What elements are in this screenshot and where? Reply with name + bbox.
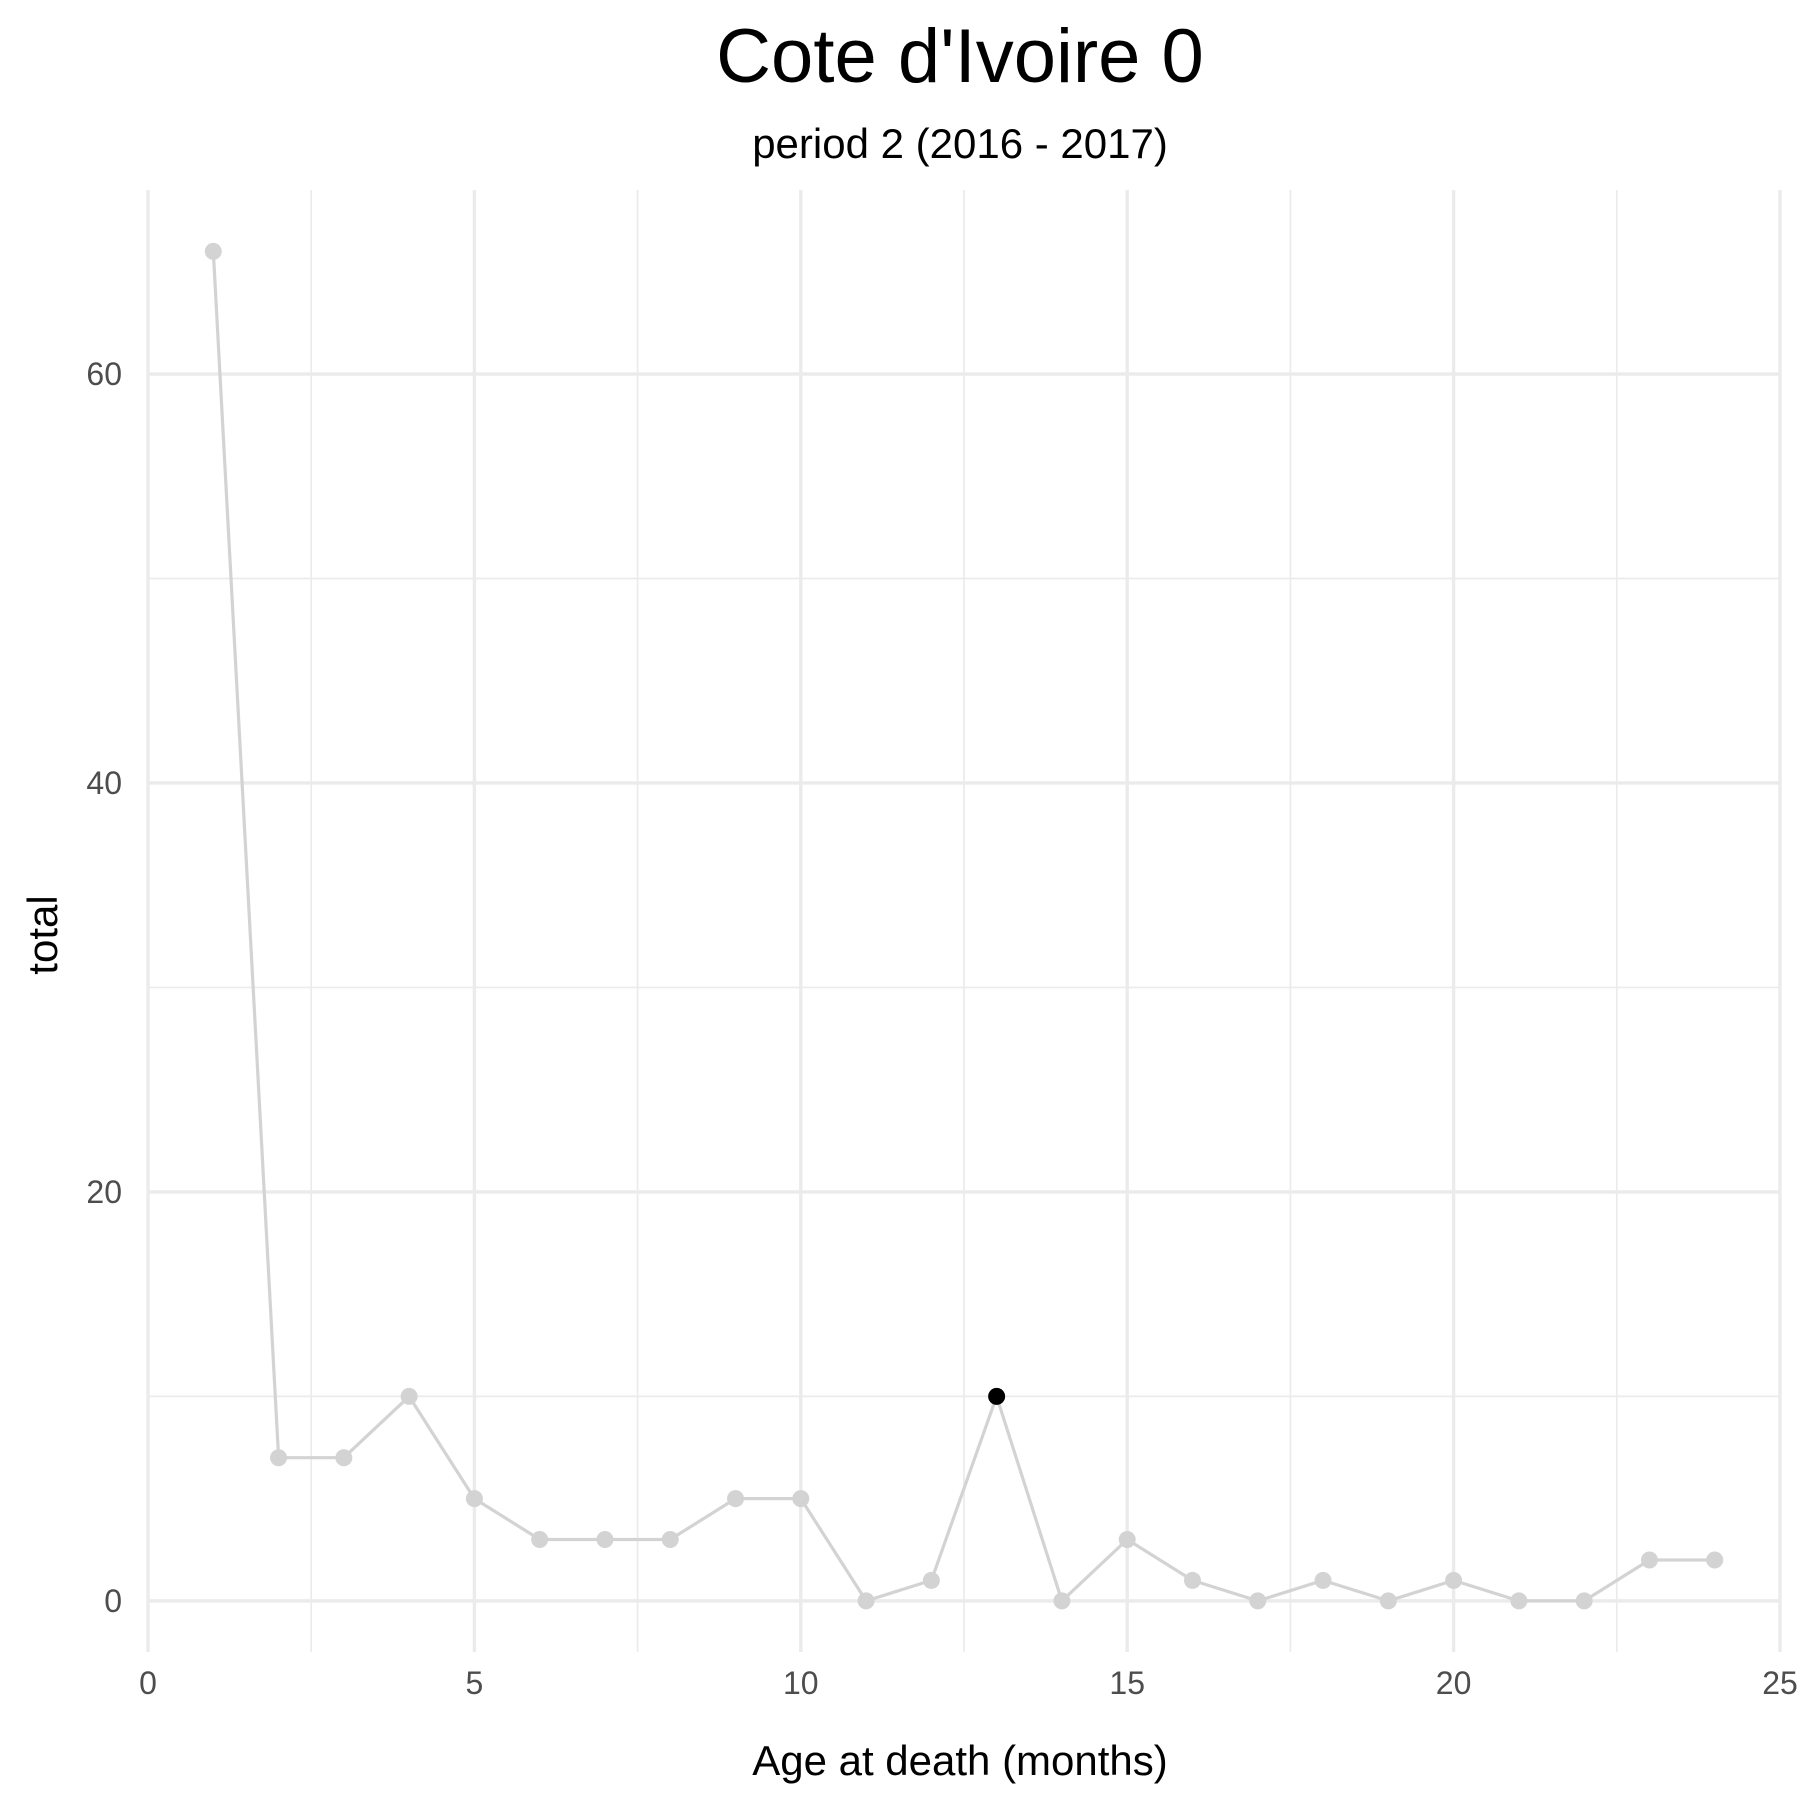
data-point	[1314, 1571, 1332, 1589]
data-point	[270, 1449, 288, 1467]
x-tick-label: 25	[1762, 1665, 1798, 1701]
chart-subtitle: period 2 (2016 - 2017)	[752, 120, 1168, 167]
data-point	[922, 1571, 940, 1589]
data-point	[596, 1531, 614, 1549]
series-line	[211, 251, 1715, 1603]
data-point	[661, 1531, 679, 1549]
data-point	[465, 1490, 483, 1508]
y-axis-title: total	[19, 895, 66, 974]
data-point	[727, 1490, 745, 1508]
series-layer	[204, 242, 1724, 1610]
data-point	[1053, 1592, 1071, 1610]
data-point	[400, 1387, 418, 1405]
x-tick-label: 20	[1436, 1665, 1472, 1701]
data-point	[204, 242, 222, 260]
y-tick-label: 60	[86, 356, 122, 392]
data-point	[1249, 1592, 1267, 1610]
data-point	[1575, 1592, 1593, 1610]
data-point	[335, 1449, 353, 1467]
y-tick-label: 20	[86, 1174, 122, 1210]
y-tick-label: 0	[104, 1583, 122, 1619]
data-point	[1510, 1592, 1528, 1610]
data-point	[531, 1531, 549, 1549]
grid	[146, 190, 1782, 1652]
highlight-point	[988, 1387, 1006, 1405]
chart-title: Cote d'Ivoire 0	[716, 14, 1204, 99]
data-point	[857, 1592, 875, 1610]
x-tick-label: 5	[466, 1665, 484, 1701]
data-point	[1706, 1551, 1724, 1569]
x-tick-label: 15	[1109, 1665, 1145, 1701]
data-point	[1118, 1531, 1136, 1549]
data-point	[1183, 1571, 1201, 1589]
data-point	[1445, 1571, 1463, 1589]
data-point	[1640, 1551, 1658, 1569]
x-tick-label: 0	[139, 1665, 157, 1701]
tick-labels: 0 5 10 15 20 25 0 20 40 60	[86, 356, 1797, 1701]
x-tick-label: 10	[783, 1665, 819, 1701]
data-point	[1379, 1592, 1397, 1610]
x-axis-title: Age at death (months)	[752, 1737, 1168, 1784]
data-point	[792, 1490, 810, 1508]
y-tick-label: 40	[86, 765, 122, 801]
